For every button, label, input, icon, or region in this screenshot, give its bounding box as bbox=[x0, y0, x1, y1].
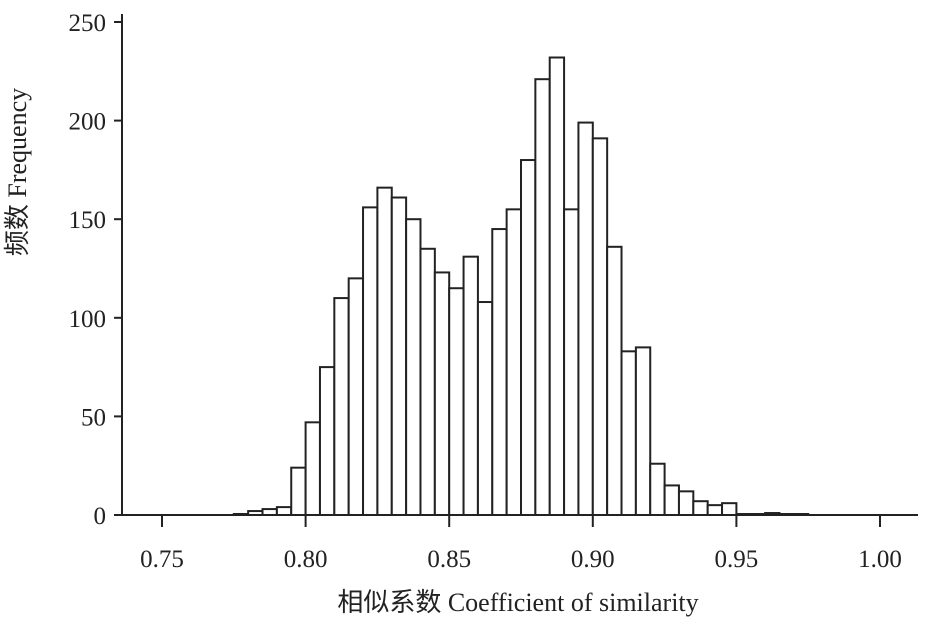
histogram-bar bbox=[520, 159, 537, 516]
histogram-bar bbox=[333, 297, 350, 516]
histogram-bar bbox=[649, 462, 666, 517]
y-tick-label: 50 bbox=[81, 404, 106, 431]
x-axis-title: 相似系数 Coefficient of similarity bbox=[337, 588, 698, 617]
histogram-bar bbox=[405, 218, 422, 516]
x-tick-label: 0.90 bbox=[571, 546, 615, 573]
x-tick-label: 1.00 bbox=[858, 546, 902, 573]
y-ticks-group: 0 50 100 150 200 250 bbox=[69, 10, 122, 530]
histogram-bar bbox=[290, 466, 307, 517]
histogram-bar bbox=[433, 271, 451, 516]
histogram-bar bbox=[448, 287, 465, 516]
histogram-bar bbox=[304, 421, 321, 517]
x-tick-label: 0.95 bbox=[715, 546, 759, 573]
x-tick-label: 0.85 bbox=[427, 546, 471, 573]
histogram-bar bbox=[534, 78, 551, 516]
y-tick-label: 250 bbox=[69, 10, 107, 37]
histogram-bar bbox=[462, 255, 479, 516]
histogram-bar bbox=[318, 366, 336, 516]
histogram-bar bbox=[577, 121, 594, 516]
histogram-bar bbox=[419, 247, 436, 516]
histogram-bar bbox=[362, 206, 379, 516]
histogram-bar bbox=[721, 502, 738, 517]
bars-group bbox=[232, 56, 810, 517]
histogram-bar bbox=[563, 208, 580, 516]
histogram-bar bbox=[692, 500, 709, 517]
histogram-bar bbox=[634, 346, 652, 516]
x-tick-label: 0.75 bbox=[140, 546, 184, 573]
histogram-bar bbox=[491, 228, 508, 516]
histogram-bar bbox=[606, 245, 623, 516]
histogram-bar bbox=[476, 301, 494, 516]
histogram-bar bbox=[620, 350, 637, 516]
histogram-bar bbox=[376, 186, 393, 516]
y-tick-label: 100 bbox=[69, 306, 107, 333]
histogram-bar bbox=[677, 490, 695, 516]
histogram-bar bbox=[706, 504, 724, 517]
y-tick-label: 150 bbox=[69, 207, 107, 234]
y-tick-label: 0 bbox=[94, 503, 107, 530]
histogram-bar bbox=[505, 208, 523, 516]
x-ticks-group: 0.75 0.80 0.85 0.90 0.95 1.00 bbox=[140, 515, 902, 573]
y-tick-label: 200 bbox=[69, 109, 107, 136]
histogram-bar bbox=[390, 196, 408, 516]
histogram-bar bbox=[663, 484, 680, 517]
histogram-bar bbox=[275, 506, 293, 516]
histogram-bar bbox=[347, 277, 365, 516]
histogram-bar bbox=[548, 56, 566, 516]
y-axis-title: 频数 Frequency bbox=[3, 88, 32, 256]
x-tick-label: 0.80 bbox=[284, 546, 328, 573]
histogram-bar bbox=[591, 137, 609, 516]
